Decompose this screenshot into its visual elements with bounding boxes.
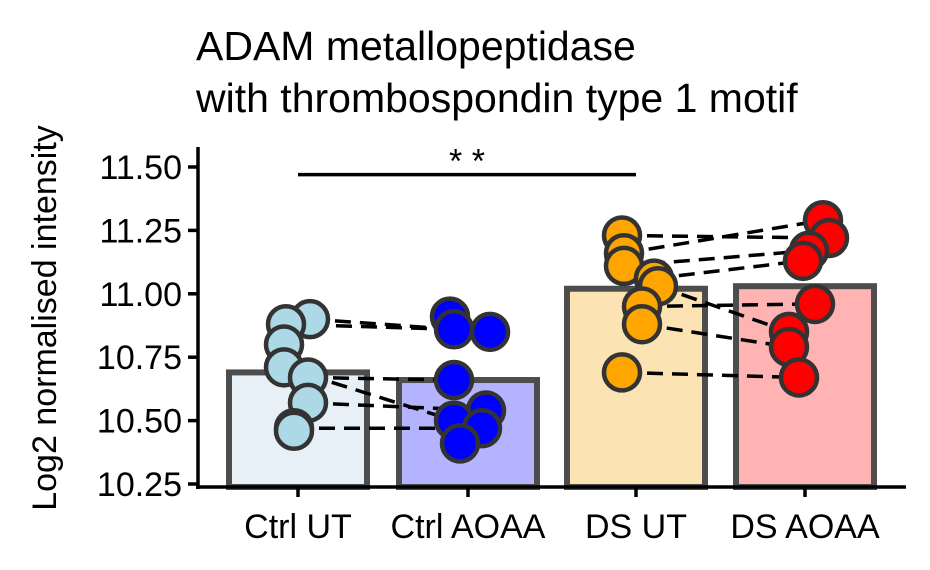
y-axis-title: Log2 normalised intensity	[26, 125, 64, 511]
pair-line	[657, 284, 790, 334]
chart-title-line-2: with thrombospondin type 1 motif	[195, 75, 798, 121]
data-point	[433, 309, 475, 350]
data-point	[794, 283, 836, 325]
y-tick-label: 11.00	[99, 276, 182, 314]
y-tick-label: 10.75	[97, 339, 182, 377]
data-point	[433, 359, 475, 401]
data-point	[621, 303, 663, 345]
pair-line	[307, 401, 487, 413]
y-tick-label: 11.50	[99, 149, 182, 187]
data-point	[273, 410, 315, 451]
data-point	[601, 352, 643, 393]
pair-line	[623, 218, 824, 255]
x-tick-label: DS AOAA	[730, 508, 880, 546]
pair-line	[653, 259, 804, 281]
x-tick-label: Ctrl UT	[244, 508, 352, 546]
pair-line	[641, 302, 816, 309]
x-tick-label: DS UT	[585, 508, 687, 546]
chart-title-line-1: ADAM metallopeptidase	[196, 23, 636, 69]
y-tick-label: 10.50	[97, 403, 182, 441]
significance-label: * *	[449, 143, 485, 181]
pair-line	[621, 370, 800, 380]
chart-title: ADAM metallopeptidase with thrombospondi…	[195, 23, 798, 121]
data-point	[782, 240, 824, 282]
x-tick-label: Ctrl AOAA	[391, 508, 546, 546]
data-point	[778, 357, 820, 398]
data-point	[439, 423, 481, 464]
y-tick-label: 11.25	[99, 212, 182, 250]
plot-area: 10.25 10.50 10.75 11.00 11.25 11.50 Ctrl UT Ctr…	[97, 143, 906, 546]
data-point	[469, 311, 511, 353]
y-tick-label: 10.25	[97, 466, 182, 504]
